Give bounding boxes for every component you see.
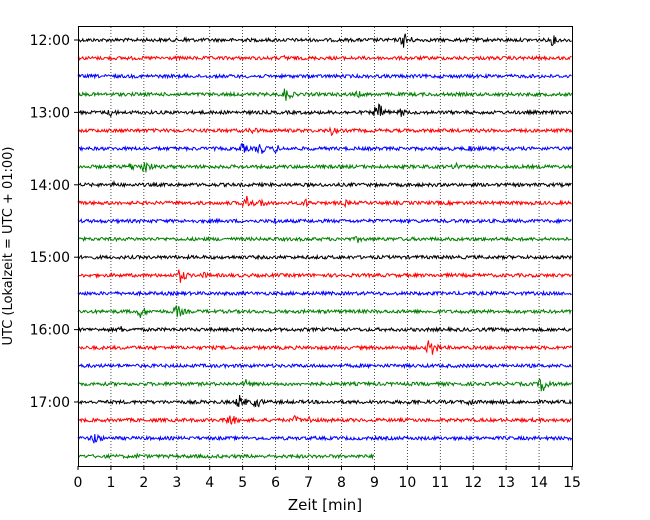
x-tick-label: 3 bbox=[172, 475, 181, 491]
trace-row bbox=[77, 54, 572, 62]
trace-row bbox=[77, 103, 573, 118]
x-tick-label: 7 bbox=[304, 475, 313, 491]
trace-row bbox=[77, 195, 572, 209]
trace-row bbox=[77, 217, 572, 225]
y-tick-label: 16:00 bbox=[30, 323, 70, 339]
trace-row bbox=[77, 362, 572, 370]
x-axis-ticks: 0 1 2 3 4 5 6 7 8 9 10 11 12 13 14 15 bbox=[74, 466, 581, 491]
y-axis-label: UTC (Lokalzeit = UTC + 01:00) bbox=[1, 147, 16, 346]
seismic-traces bbox=[77, 33, 573, 460]
x-tick-label: 0 bbox=[74, 475, 83, 491]
trace-row bbox=[77, 394, 573, 408]
y-tick-label: 12:00 bbox=[30, 33, 70, 49]
trace-row bbox=[77, 340, 573, 355]
x-tick-label: 12 bbox=[464, 475, 482, 491]
x-tick-label: 4 bbox=[205, 475, 214, 491]
x-tick-label: 11 bbox=[431, 475, 449, 491]
trace-row bbox=[77, 289, 572, 297]
y-tick-label: 15:00 bbox=[30, 250, 70, 266]
x-tick-label: 13 bbox=[497, 475, 515, 491]
trace-row bbox=[77, 142, 573, 155]
plot-frame bbox=[78, 26, 573, 467]
x-tick-label: 5 bbox=[238, 475, 247, 491]
trace-row bbox=[77, 161, 573, 173]
x-tick-label: 10 bbox=[398, 475, 416, 491]
trace-row bbox=[77, 378, 573, 392]
trace-row bbox=[77, 88, 573, 101]
y-tick-label: 17:00 bbox=[30, 395, 70, 411]
x-tick-label: 14 bbox=[530, 475, 548, 491]
trace-row bbox=[77, 33, 572, 48]
trace-row bbox=[77, 269, 573, 283]
x-tick-label: 2 bbox=[139, 475, 148, 491]
x-tick-label: 6 bbox=[271, 475, 280, 491]
trace-row bbox=[77, 433, 573, 444]
trace-row bbox=[77, 414, 572, 426]
trace-row bbox=[77, 126, 573, 137]
trace-row bbox=[77, 235, 572, 244]
trace-row bbox=[78, 452, 375, 460]
trace-row bbox=[77, 72, 572, 80]
trace-row bbox=[77, 305, 572, 318]
x-tick-label: 1 bbox=[106, 475, 115, 491]
trace-row bbox=[77, 325, 572, 334]
x-axis-label: Zeit [min] bbox=[288, 496, 362, 514]
x-tick-label: 15 bbox=[563, 475, 581, 491]
trace-row bbox=[77, 253, 573, 261]
x-tick-label: 8 bbox=[337, 475, 346, 491]
y-axis-ticks: 12:00 13:00 14:00 15:00 16:00 17:00 bbox=[30, 33, 78, 411]
x-tick-label: 9 bbox=[370, 475, 379, 491]
y-tick-label: 13:00 bbox=[30, 105, 70, 121]
vertical-grid bbox=[110, 27, 540, 466]
y-tick-label: 14:00 bbox=[30, 178, 70, 194]
trace-row bbox=[77, 179, 572, 189]
